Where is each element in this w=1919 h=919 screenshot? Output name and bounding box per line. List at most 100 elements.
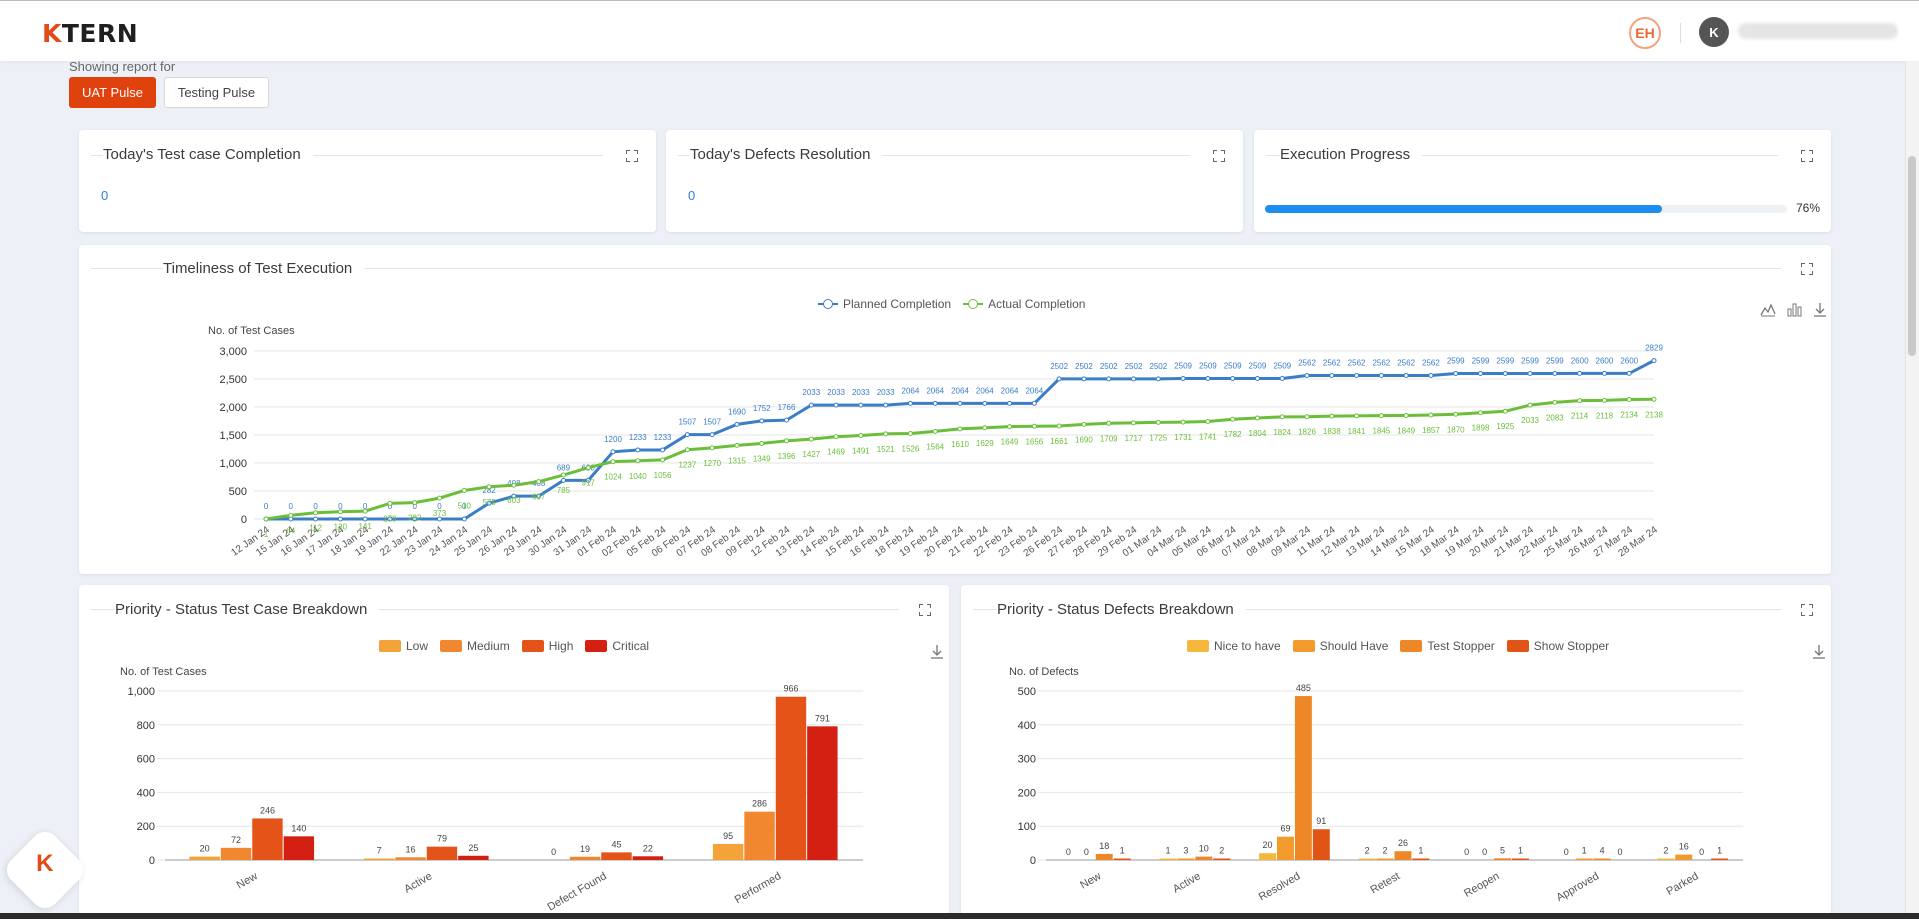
data-point <box>883 431 889 437</box>
legend-planned[interactable]: Planned Completion <box>818 297 951 311</box>
data-label: 64 <box>286 526 295 535</box>
data-label: 2134 <box>1620 410 1638 419</box>
y-tick-label: 500 <box>1018 686 1036 698</box>
data-point <box>1478 410 1483 416</box>
bar-value-label: 20 <box>200 844 210 854</box>
data-label: 112 <box>309 524 322 533</box>
data-label: 1741 <box>1199 433 1217 442</box>
data-point <box>1403 412 1409 418</box>
data-point <box>412 500 418 506</box>
expand-icon[interactable] <box>626 150 638 162</box>
data-label: 0 <box>363 502 368 511</box>
expand-icon[interactable] <box>1801 150 1813 162</box>
legend-actual[interactable]: Actual Completion <box>963 297 1085 311</box>
data-label: 2562 <box>1422 359 1440 368</box>
expand-icon[interactable] <box>919 604 931 616</box>
df-bar <box>1294 696 1312 860</box>
tc-bar <box>569 856 601 860</box>
data-label: 2118 <box>1596 411 1614 420</box>
ktern-logo[interactable]: KTERN <box>42 19 138 48</box>
data-label: 2033 <box>1521 416 1539 425</box>
data-label: 0 <box>338 502 343 511</box>
data-label: 2064 <box>976 386 994 395</box>
data-point <box>1601 397 1607 403</box>
data-label: 1349 <box>753 454 771 463</box>
tab-testing-pulse[interactable]: Testing Pulse <box>164 77 269 108</box>
data-point <box>1254 415 1260 421</box>
data-label: 1838 <box>1323 427 1341 436</box>
bar-chart-icon[interactable] <box>1786 301 1802 317</box>
legend-item[interactable]: Medium <box>440 639 510 653</box>
bar-value-label: 4 <box>1600 846 1605 856</box>
tc-bar <box>775 696 807 860</box>
legend-swatch <box>1292 640 1315 652</box>
y-tick-label: 3,000 <box>219 346 247 358</box>
expand-icon[interactable] <box>1213 150 1225 162</box>
download-icon[interactable] <box>1812 301 1828 317</box>
data-label: 1841 <box>1348 427 1366 436</box>
data-label: 1898 <box>1472 424 1490 433</box>
y-tick-label: 800 <box>137 720 155 732</box>
legend-item[interactable]: Should Have <box>1292 639 1388 653</box>
scrollbar-thumb[interactable] <box>1908 156 1916 356</box>
data-point <box>1552 399 1558 405</box>
data-point <box>957 426 963 432</box>
legend-swatch <box>1400 640 1423 652</box>
legend-swatch <box>521 640 544 652</box>
line-chart-icon[interactable] <box>1760 301 1776 317</box>
legend-item[interactable]: Show Stopper <box>1506 639 1609 653</box>
data-point <box>1577 398 1583 404</box>
data-label: 2064 <box>902 386 920 395</box>
data-point <box>1502 370 1508 376</box>
data-point <box>1279 414 1285 420</box>
download-icon[interactable] <box>929 643 945 659</box>
client-logo[interactable]: EH <box>1629 17 1661 49</box>
data-label: 2064 <box>926 386 944 395</box>
data-point <box>858 402 864 408</box>
data-label: 1661 <box>1050 437 1068 446</box>
data-point <box>684 447 690 453</box>
data-point <box>1378 373 1384 379</box>
card-header-line <box>1266 155 1778 156</box>
data-label: 1752 <box>753 404 771 413</box>
data-label: 1766 <box>778 403 796 412</box>
data-point <box>461 487 467 493</box>
bar-value-label: 0 <box>1618 847 1623 857</box>
data-point <box>660 447 666 453</box>
expand-icon[interactable] <box>1801 604 1813 616</box>
df-bar <box>1277 836 1294 860</box>
page-scrollbar[interactable] <box>1905 61 1919 919</box>
data-point <box>387 500 393 506</box>
tab-uat-pulse[interactable]: UAT Pulse <box>69 77 156 108</box>
data-point <box>635 458 641 464</box>
data-point <box>1031 423 1037 429</box>
data-label: 2033 <box>827 388 845 397</box>
data-point <box>858 433 864 439</box>
user-name-blurred[interactable] <box>1738 23 1898 39</box>
legend-label: Test Stopper <box>1427 639 1495 653</box>
data-point <box>1279 375 1285 381</box>
legend-item[interactable]: Critical <box>585 639 649 653</box>
legend-item[interactable]: Low <box>379 639 428 653</box>
data-label: 1 <box>264 530 269 539</box>
data-point <box>1180 375 1186 381</box>
data-point <box>1577 370 1583 376</box>
legend-item[interactable]: High <box>521 639 573 653</box>
legend-item[interactable]: Nice to have <box>1187 639 1281 653</box>
tc-bar <box>601 852 632 860</box>
y-tick-label: 0 <box>241 514 247 526</box>
data-point <box>684 432 690 438</box>
bar-value-label: 1 <box>1582 846 1587 856</box>
data-point <box>610 459 616 465</box>
data-label: 575 <box>482 498 496 507</box>
user-avatar[interactable]: K <box>1699 17 1729 47</box>
data-label: 2138 <box>1645 410 1663 419</box>
x-tick-label: Active <box>402 870 434 895</box>
card-title: Today's Defects Resolution <box>690 146 883 163</box>
download-icon[interactable] <box>1811 643 1827 659</box>
data-point <box>1453 370 1459 376</box>
expand-icon[interactable] <box>1801 263 1813 275</box>
timeliness-toolbox <box>1760 301 1828 317</box>
legend-item[interactable]: Test Stopper <box>1400 639 1495 653</box>
tc-bar <box>283 836 315 860</box>
